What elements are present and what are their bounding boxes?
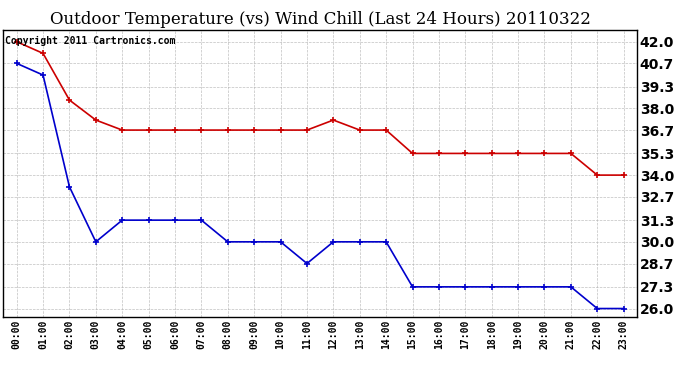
Title: Outdoor Temperature (vs) Wind Chill (Last 24 Hours) 20110322: Outdoor Temperature (vs) Wind Chill (Las…: [50, 12, 591, 28]
Text: Copyright 2011 Cartronics.com: Copyright 2011 Cartronics.com: [5, 36, 175, 46]
